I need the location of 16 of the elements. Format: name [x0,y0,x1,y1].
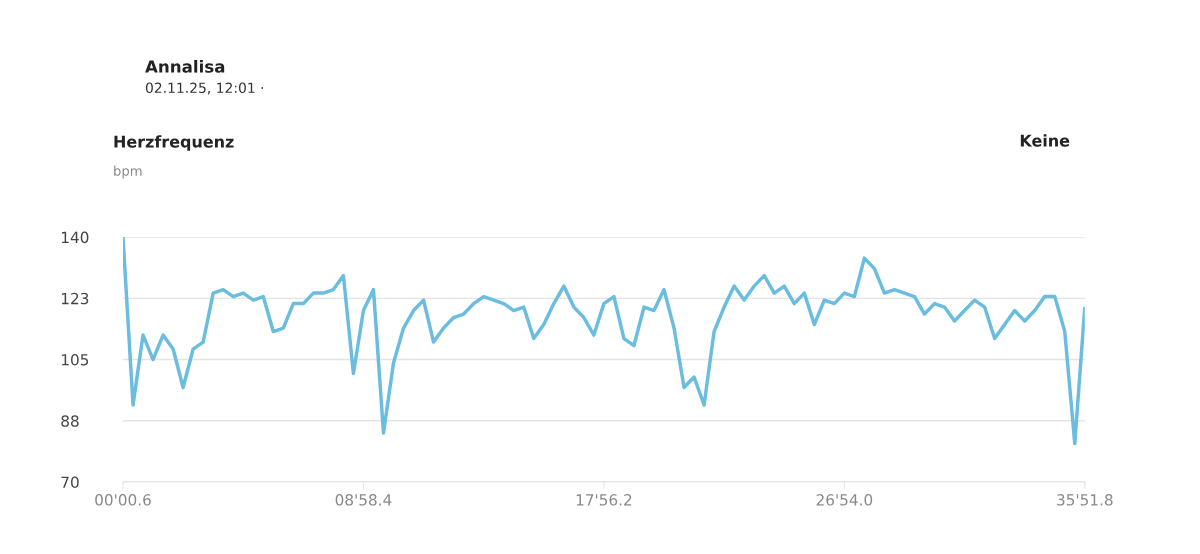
x-tick-label: 17'56.2 [576,494,632,506]
text: bpm [114,165,142,179]
y-tick-label: 140 [61,231,89,244]
y-tick-label: 88 [61,415,79,427]
line-series [123,237,1085,446]
y-tick-label: 105 [61,354,89,366]
chart-subtitle: 02.11.25, 12:01 · [145,82,264,95]
x-tick-label: 35'51.8 [1057,494,1113,506]
text: Herzfrequenz [114,135,234,151]
x-tick-label: 00'00.6 [95,494,151,506]
x-tick-label: 26'54.0 [816,494,873,506]
chart-title: Annalisa [145,59,225,73]
text: Keine [1020,134,1070,147]
y-tick-label: 123 [61,292,89,305]
y-tick-label: 70 [61,476,79,488]
x-tick-label: 08'58.4 [335,494,392,506]
